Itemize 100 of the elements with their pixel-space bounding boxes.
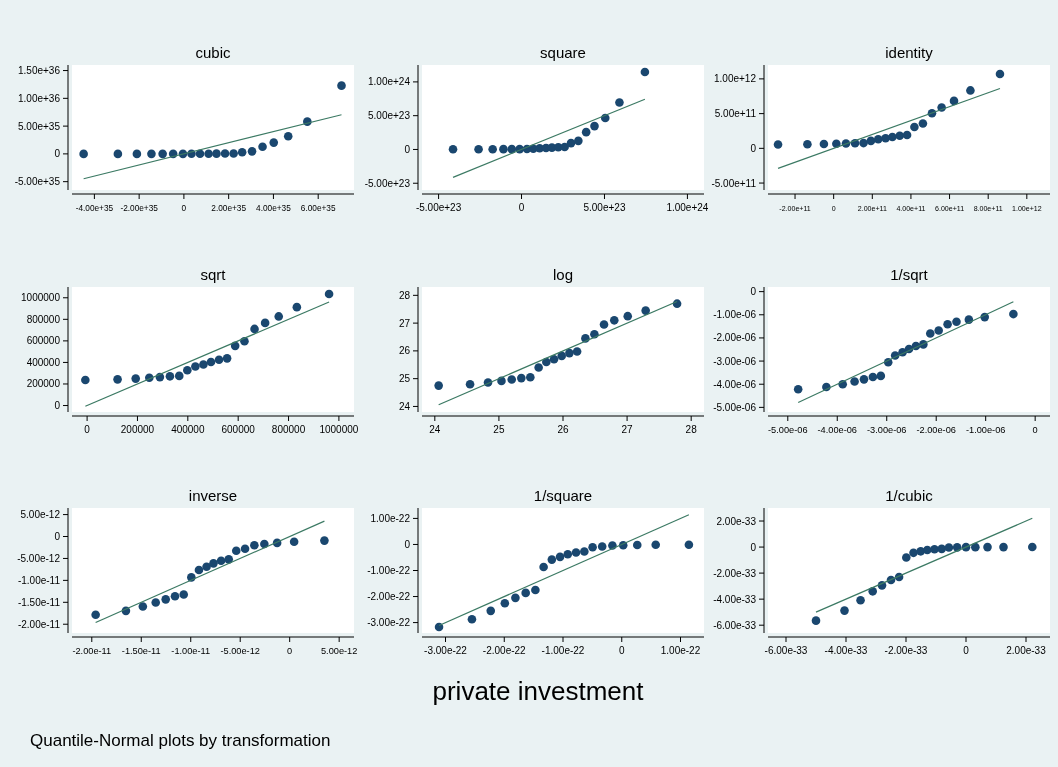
point <box>526 372 535 382</box>
x-tick-label: 26 <box>557 424 569 435</box>
chart-title: 1/cubic <box>885 487 934 504</box>
point <box>507 375 517 384</box>
point <box>902 130 912 140</box>
point <box>206 357 216 367</box>
x-tick-label: 0 <box>1032 425 1038 435</box>
x-tick-label: 1.00e+24 <box>666 202 709 213</box>
x-tick-label: 1.00e-22 <box>660 645 701 656</box>
y-tick-label: -4.00e-33 <box>713 593 757 605</box>
point <box>199 360 208 369</box>
point <box>250 324 259 334</box>
point <box>866 136 876 146</box>
x-tick-label: -2.00e-22 <box>482 645 527 656</box>
y-tick-label: 0 <box>404 143 411 155</box>
y-tick-label: -1.00e-22 <box>367 565 411 576</box>
text: Quantile-Normal plots by transformation <box>30 731 331 750</box>
point <box>609 316 619 325</box>
point <box>81 375 90 385</box>
chart-title: inverse <box>188 487 238 504</box>
x-tick-label: 0 <box>181 204 187 213</box>
x-tick-label: 400000 <box>171 424 205 435</box>
y-tick-label: 5.00e+35 <box>18 120 61 132</box>
y-tick-label: 5.00e-12 <box>20 509 61 521</box>
x-tick-label: -4.00e-06 <box>817 425 857 435</box>
point <box>222 354 232 363</box>
y-tick-label: -2.00e-33 <box>713 567 757 579</box>
point <box>572 347 582 356</box>
point <box>434 381 443 390</box>
point <box>534 363 543 372</box>
point <box>549 354 559 364</box>
point <box>850 377 859 386</box>
point <box>274 312 284 321</box>
x-tick-label: 2.00e-33 <box>1006 645 1047 656</box>
y-tick-label: 1.50e+36 <box>18 65 61 77</box>
point <box>214 355 224 365</box>
x-tick-label: 2.00e+35 <box>211 204 247 213</box>
y-tick-label: 0 <box>750 286 757 298</box>
y-tick-label: -2.00e-11 <box>17 618 61 630</box>
point <box>542 357 551 367</box>
y-tick-label: -2.00e-22 <box>367 591 411 603</box>
point <box>876 371 886 381</box>
point <box>565 348 574 358</box>
y-tick-label: 25 <box>398 373 411 385</box>
y-tick-label: 400000 <box>26 356 61 368</box>
y-tick-label: 5.00e+11 <box>714 108 757 120</box>
point <box>873 134 883 144</box>
point <box>465 379 475 389</box>
point <box>1009 309 1018 319</box>
x-tick-label: -3.00e-06 <box>867 425 907 435</box>
y-tick-label: 0 <box>750 541 757 553</box>
chart-title: square <box>540 44 586 61</box>
y-tick-label: 0 <box>54 148 61 160</box>
point <box>292 302 302 312</box>
x-tick-label: 800000 <box>271 424 306 435</box>
point <box>918 119 928 128</box>
point <box>868 372 878 382</box>
x-tick-label: -4.00e+35 <box>75 204 114 213</box>
chart-title: 1/square <box>533 487 593 504</box>
point <box>910 122 919 132</box>
point <box>966 86 975 95</box>
y-tick-label: 800000 <box>26 313 61 325</box>
point <box>113 375 122 384</box>
y-tick-label: -5.00e+23 <box>364 177 411 189</box>
x-tick-label: -5.00e-12 <box>220 646 260 656</box>
point <box>623 311 633 321</box>
y-tick-label: -4.00e-06 <box>713 378 757 390</box>
point <box>888 132 897 142</box>
y-tick-label: -1.00e-06 <box>713 309 757 321</box>
y-tick-label: 1.00e-22 <box>370 512 411 524</box>
y-tick-label: 200000 <box>26 378 61 390</box>
point <box>174 371 184 381</box>
point <box>517 373 526 383</box>
x-tick-label: -6.00e-33 <box>764 645 808 656</box>
chart-title: identity <box>885 44 934 61</box>
point <box>952 317 961 327</box>
y-tick-label: 0 <box>54 400 61 412</box>
x-tick-label: -3.00e-22 <box>424 645 468 656</box>
x-tick-label: 25 <box>493 424 505 435</box>
y-tick-label: 0 <box>404 538 411 550</box>
point <box>599 320 609 329</box>
chart-title: cubic <box>195 44 231 61</box>
x-tick-label: 0 <box>618 645 625 656</box>
point <box>131 374 140 383</box>
x-tick-label: 0 <box>287 646 293 656</box>
chart-title: log <box>552 266 574 283</box>
x-tick-label: -2.00e+35 <box>120 204 159 213</box>
point <box>859 375 869 384</box>
x-tick-label: -4.00e-33 <box>824 645 868 656</box>
y-tick-label: -5.00e+11 <box>711 177 757 189</box>
y-tick-label: 0 <box>54 531 61 543</box>
y-tick-label: 1000000 <box>21 292 61 304</box>
point <box>895 131 905 141</box>
y-tick-label: -3.00e-06 <box>713 355 757 367</box>
x-tick-label: -5.00e+23 <box>415 202 462 213</box>
point <box>995 69 1005 79</box>
point <box>641 306 650 315</box>
x-tick-label: 27 <box>621 424 634 435</box>
y-tick-label: -5.00e-12 <box>17 552 61 564</box>
point <box>819 139 829 149</box>
